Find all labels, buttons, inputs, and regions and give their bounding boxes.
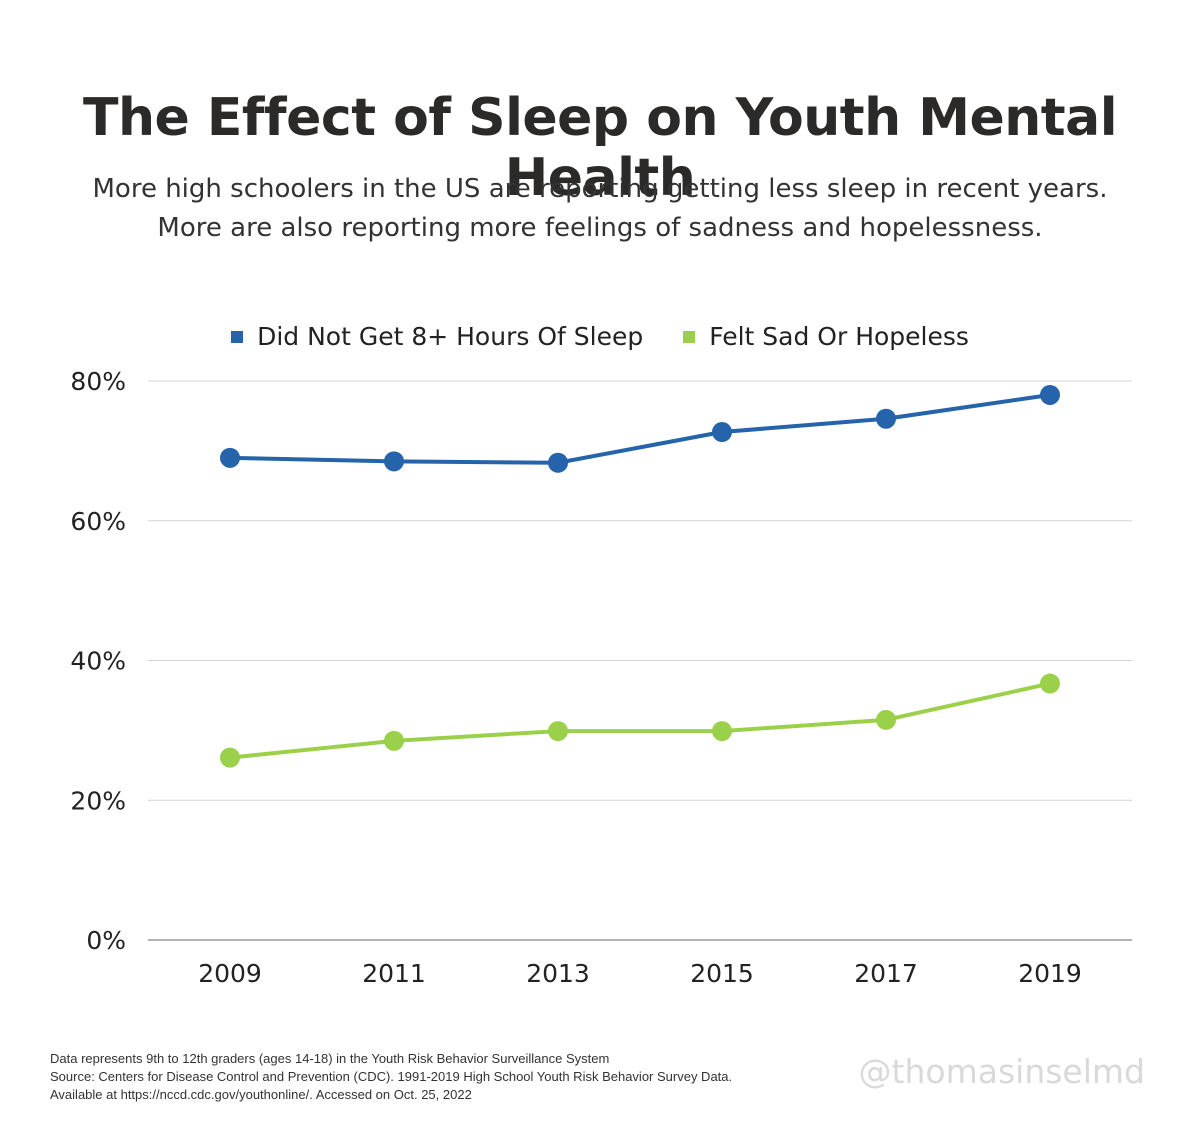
x-tick-label: 2015 [690, 959, 754, 988]
x-tick-label: 2019 [1018, 959, 1082, 988]
y-tick-label: 20% [70, 786, 126, 815]
data-point-0 [384, 451, 404, 472]
chart-subtitle: More high schoolers in the US are report… [92, 174, 1108, 243]
footnote-line-2: Source: Centers for Disease Control and … [50, 1069, 733, 1084]
legend-swatch-sleep [231, 330, 244, 343]
data-point-0 [220, 447, 240, 468]
data-point-1 [876, 709, 896, 730]
legend-item-sad: Felt Sad Or Hopeless [683, 322, 969, 351]
series-line-1 [228, 681, 1052, 760]
legend-swatch-sad [683, 330, 696, 343]
legend-item-sleep: Did Not Get 8+ Hours Of Sleep [231, 322, 643, 351]
legend-label-sad: Felt Sad Or Hopeless [709, 322, 969, 351]
x-tick-label: 2009 [198, 959, 262, 988]
legend-label-sleep: Did Not Get 8+ Hours Of Sleep [257, 322, 644, 351]
x-tick-label: 2011 [362, 959, 426, 988]
y-tick-label: 40% [70, 647, 126, 676]
y-tick-label: 0% [86, 926, 126, 955]
data-point-1 [384, 730, 404, 751]
data-point-1 [1040, 673, 1060, 694]
footnote: Data represents 9th to 12th graders (age… [50, 1050, 732, 1104]
data-point-0 [876, 408, 896, 429]
series-line-0 [228, 392, 1052, 465]
data-point-0 [712, 422, 732, 443]
y-tick-label: 80% [70, 367, 126, 396]
chart-title: The Effect of Sleep on Youth Mental Heal… [82, 88, 1118, 208]
legend: Did Not Get 8+ Hours Of Sleep Felt Sad O… [0, 322, 1200, 351]
data-point-1 [220, 747, 240, 768]
x-tick-label: 2017 [854, 959, 918, 988]
footnote-line-1: Data represents 9th to 12th graders (age… [50, 1051, 610, 1066]
data-point-0 [548, 452, 568, 473]
y-tick-label: 60% [70, 507, 126, 536]
author-handle: @thomasinselmd [858, 1052, 1145, 1091]
data-point-1 [548, 721, 568, 742]
data-point-0 [1040, 384, 1060, 405]
data-point-1 [712, 721, 732, 742]
footnote-line-3: Available at https://nccd.cdc.gov/youtho… [50, 1087, 472, 1102]
x-tick-label: 2013 [526, 959, 590, 988]
